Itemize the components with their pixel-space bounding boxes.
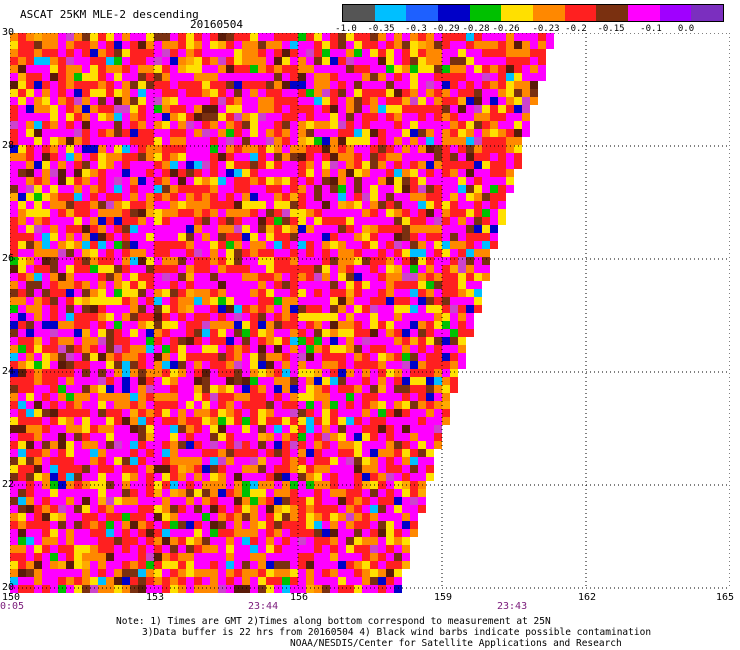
map-title: ASCAT 25KM MLE-2 descending <box>20 8 199 21</box>
latitude-label: 22 <box>2 479 15 490</box>
legend-tick-label: -0.29 <box>432 24 460 34</box>
legend-swatch <box>659 5 692 21</box>
legend-tick-labels: -1.0 -0.35 -0.3 -0.29 -0.28 -0.26 -0.23 -0.2 -0.… <box>335 22 724 34</box>
longitude-label: 159 <box>434 592 453 603</box>
legend-swatch <box>438 5 470 21</box>
longitude-label: 150 <box>2 592 21 603</box>
latitude-label: 26 <box>2 253 15 264</box>
legend-swatch <box>469 5 502 21</box>
legend-swatch <box>564 5 597 21</box>
legend-swatch <box>501 5 534 21</box>
color-legend: -1.0 -0.35 -0.3 -0.29 -0.28 -0.26 -0.23 -0.2 -0.… <box>335 4 724 34</box>
legend-tick-label: -0.1 <box>640 24 662 34</box>
time-label: 0:05 <box>0 601 25 612</box>
longitude-label: 153 <box>146 592 165 603</box>
latitude-label: 24 <box>2 366 15 377</box>
legend-tick-label: -0.23 <box>532 24 560 34</box>
map-date: 20160504 <box>190 18 243 31</box>
legend-tick-label: -0.3 <box>405 24 427 34</box>
longitude-label: 162 <box>578 592 597 603</box>
legend-tick-label: 0.0 <box>677 24 695 34</box>
latitude-label: 28 <box>2 140 15 151</box>
legend-swatch <box>596 5 629 21</box>
longitude-label: 156 <box>290 592 309 603</box>
legend-tick-label: -0.26 <box>492 24 520 34</box>
legend-swatch <box>343 5 375 21</box>
note-line-2: 3)Data buffer is 22 hrs from 20160504 4)… <box>142 627 652 638</box>
time-label: 23:44 <box>248 601 279 612</box>
legend-tick-label: -0.28 <box>462 24 490 34</box>
legend-tick-label: -0.35 <box>367 24 395 34</box>
legend-swatch <box>628 5 660 21</box>
legend-swatch <box>691 5 724 21</box>
latitude-label: 30 <box>2 27 15 38</box>
longitude-label: 165 <box>716 592 735 603</box>
legend-tick-label: -0.15 <box>597 24 625 34</box>
wind-scatter-map <box>10 33 730 593</box>
swath-cells <box>10 33 554 593</box>
legend-tick-label: -0.2 <box>565 24 587 34</box>
legend-swatch <box>533 5 565 21</box>
note-line-1: Note: 1) Times are GMT 2)Times along bot… <box>116 616 551 627</box>
legend-tick-label: -1.0 <box>335 24 357 34</box>
legend-color-bar <box>342 4 724 22</box>
graticule <box>10 33 730 589</box>
latitude-label: 20 <box>2 582 15 593</box>
time-label: 23:43 <box>497 601 528 612</box>
legend-swatch <box>374 5 407 21</box>
note-line-3: NOAA/NESDIS/Center for Satellite Applica… <box>290 638 622 649</box>
legend-swatch <box>406 5 439 21</box>
